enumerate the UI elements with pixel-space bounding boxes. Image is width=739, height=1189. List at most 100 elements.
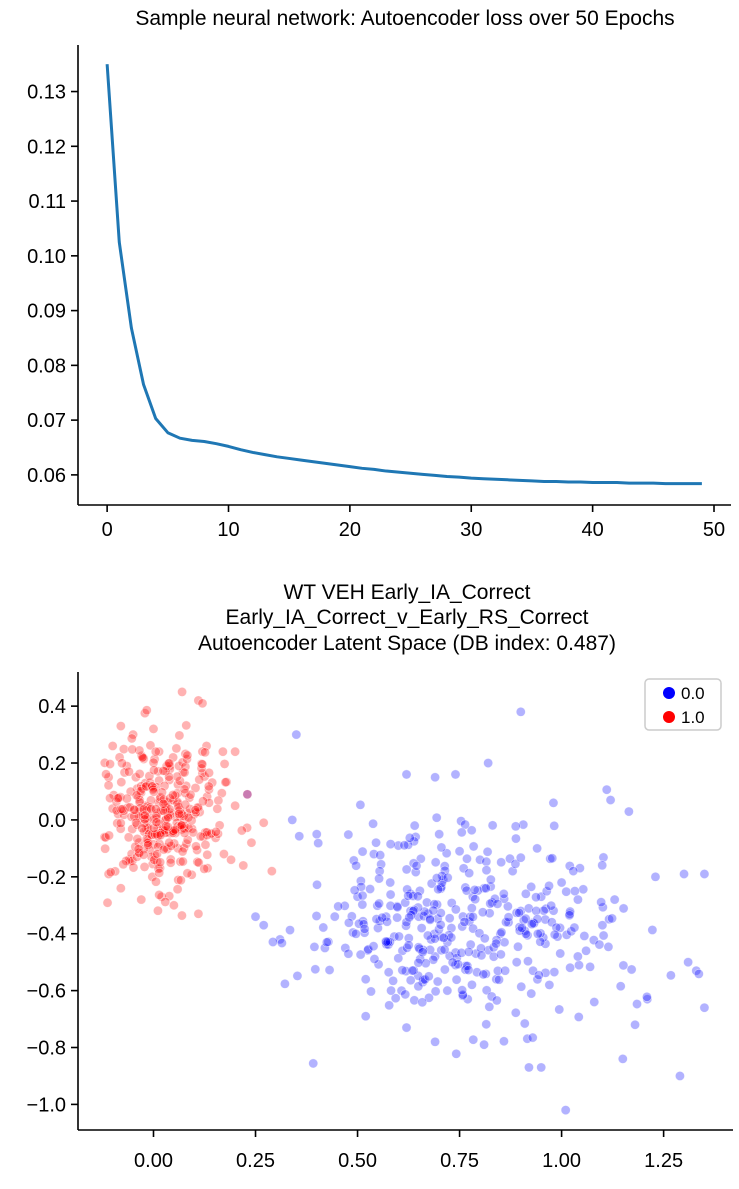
scatter-point-series-0: [405, 975, 416, 986]
scatter-point-series-0: [481, 856, 492, 867]
scatter-point-series-0: [437, 870, 447, 881]
scatter-point-series-0: [566, 926, 577, 937]
scatter-point-series-1: [177, 846, 188, 857]
scatter-point-series-1: [102, 897, 113, 908]
scatter-point-series-1: [194, 774, 205, 785]
scatter-point-series-1: [148, 723, 159, 734]
loss-chart-x-ticks: 0 10 20 30 40 50: [102, 505, 725, 541]
scatter-point-series-0: [368, 941, 379, 952]
scatter-point-series-0: [565, 906, 575, 917]
scatter-point-series-0: [544, 880, 554, 891]
latent-chart-points: [99, 687, 710, 1115]
scatter-point-series-0: [313, 838, 324, 848]
scatter-point-series-0: [691, 965, 702, 976]
scatter-point-series-0: [426, 878, 437, 889]
scatter-point-series-0: [491, 995, 502, 1006]
loss-chart-y-ticks: 0.06 0.07 0.08 0.09 0.10 0.11 0.12 0.13: [27, 82, 78, 487]
scatter-point-series-0: [404, 832, 415, 843]
legend-marker-1: [663, 711, 675, 723]
scatter-point-series-0: [546, 900, 557, 911]
scatter-point-series-0: [400, 989, 411, 1000]
scatter-point-series-1: [139, 814, 150, 825]
latent-chart-y-ticks: 0.4 0.2 0.0 −0.2 −0.4 −0.6 −0.8 −1.0: [27, 696, 78, 1116]
scatter-point-series-0: [351, 860, 361, 871]
latent-y-tick-label: −0.6: [27, 981, 66, 1003]
scatter-point-series-1: [186, 815, 197, 826]
scatter-point-series-0: [413, 957, 424, 968]
scatter-point-series-0: [451, 974, 462, 985]
scatter-point-series-0: [355, 799, 366, 810]
scatter-point-series-1: [124, 766, 134, 777]
scatter-point-series-0: [479, 1039, 489, 1050]
scatter-point-series-0: [442, 985, 453, 996]
scatter-point-series-0: [355, 949, 366, 960]
scatter-point-series-1: [219, 849, 229, 859]
scatter-point-series-0: [404, 912, 415, 923]
scatter-point-series-1: [153, 841, 163, 852]
scatter-point-series-0: [569, 886, 580, 896]
scatter-point-series-0: [540, 938, 551, 949]
scatter-point-series-0: [605, 795, 616, 805]
scatter-point-series-1: [112, 818, 123, 829]
scatter-point-series-1: [199, 864, 210, 874]
scatter-point-series-0: [483, 945, 494, 956]
scatter-point-series-1: [197, 698, 208, 709]
scatter-point-series-1: [162, 821, 173, 832]
scatter-point-series-0: [481, 865, 492, 876]
loss-x-tick-label: 50: [703, 519, 725, 541]
scatter-point-series-0: [522, 930, 533, 941]
scatter-point-series-0: [377, 912, 388, 923]
scatter-point-series-1: [155, 857, 166, 868]
scatter-point-series-1: [213, 795, 224, 806]
scatter-point-series-1: [104, 830, 114, 841]
scatter-point-series-0: [531, 905, 542, 916]
scatter-point-series-1: [153, 905, 163, 916]
scatter-point-series-1: [163, 758, 174, 769]
scatter-point-series-0: [451, 1048, 462, 1059]
scatter-point-series-0: [409, 995, 420, 1006]
scatter-point-series-0: [292, 971, 303, 981]
scatter-point-series-0: [311, 911, 322, 921]
scatter-point-series-1: [138, 849, 149, 860]
scatter-point-series-1: [220, 777, 231, 788]
legend-marker-0: [663, 687, 675, 699]
latent-chart: WT VEH Early_IA_Correct Early_IA_Correct…: [27, 581, 733, 1172]
latent-x-tick-label: 0.50: [338, 1150, 377, 1172]
scatter-point-series-0: [397, 965, 408, 976]
scatter-point-series-1: [154, 746, 164, 757]
scatter-point-series-0: [432, 913, 443, 924]
scatter-point-series-0: [581, 945, 591, 956]
scatter-point-series-1: [145, 740, 156, 751]
scatter-point-series-0: [487, 820, 498, 831]
scatter-point-series-1: [187, 823, 197, 834]
scatter-point-series-0: [462, 961, 473, 971]
scatter-point-series-0: [642, 991, 652, 1002]
scatter-point-series-0: [368, 849, 379, 859]
latent-x-tick-label: 0.25: [236, 1150, 275, 1172]
latent-y-tick-label: 0.4: [38, 696, 66, 718]
scatter-point-series-1: [105, 867, 116, 878]
latent-chart-title-line-3: Autoencoder Latent Space (DB index: 0.48…: [198, 632, 616, 655]
scatter-point-series-0: [456, 816, 466, 826]
scatter-point-series-1: [193, 857, 204, 868]
scatter-point-series-0: [390, 993, 401, 1004]
scatter-point-series-0: [597, 920, 608, 931]
scatter-point-series-0: [436, 842, 447, 853]
scatter-point-series-1: [131, 817, 141, 828]
scatter-point-series-0: [462, 853, 472, 864]
scatter-point-series-1: [139, 818, 150, 829]
scatter-point-series-0: [385, 839, 396, 849]
scatter-point-series-0: [481, 883, 491, 894]
scatter-point-series-0: [324, 965, 335, 975]
scatter-point-series-0: [343, 948, 354, 959]
legend: 0.0 1.0: [644, 678, 722, 731]
scatter-point-series-0: [432, 899, 442, 910]
scatter-point-series-1: [230, 800, 241, 811]
scatter-point-series-0: [407, 965, 418, 976]
scatter-point-series-0: [446, 932, 457, 943]
scatter-point-series-1: [196, 763, 207, 774]
scatter-point-series-0: [555, 922, 565, 933]
scatter-point-series-0: [526, 881, 537, 892]
scatter-point-series-0: [521, 928, 531, 939]
scatter-point-series-1: [219, 759, 230, 769]
